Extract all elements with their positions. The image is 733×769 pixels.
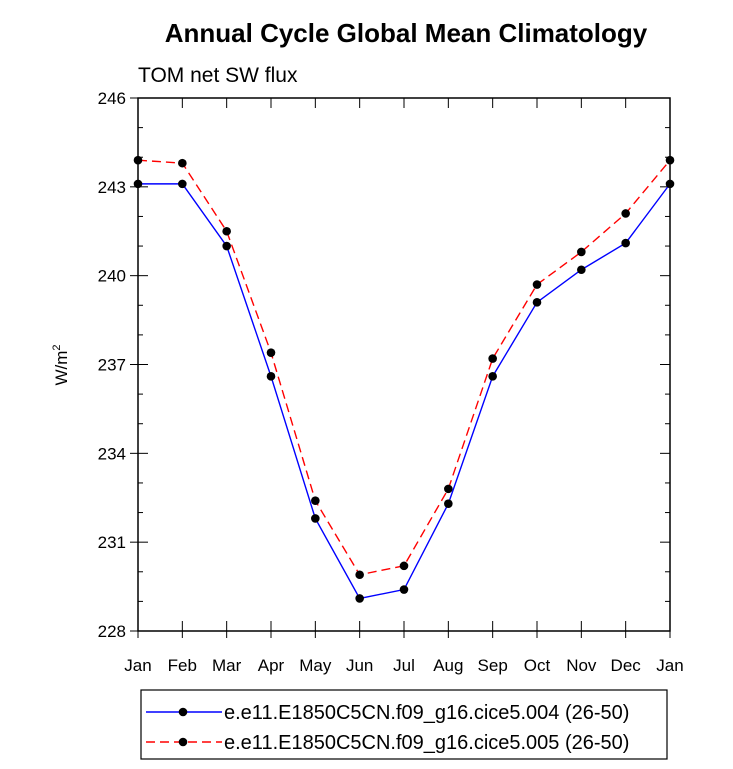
x-tick-label: Jan bbox=[656, 656, 683, 675]
legend-label-2: e.e11.E1850C5CN.f09_g16.cice5.005 (26-50… bbox=[224, 732, 629, 754]
x-tick-label: Feb bbox=[168, 656, 197, 675]
series-1-point bbox=[665, 179, 675, 189]
series-1-point bbox=[133, 179, 143, 189]
series-1-point bbox=[621, 238, 630, 248]
series-1-point bbox=[178, 179, 187, 189]
series-2-point bbox=[444, 484, 453, 494]
series-1-point bbox=[532, 298, 542, 307]
x-tick-label: Oct bbox=[524, 656, 551, 675]
y-tick-label: 231 bbox=[98, 533, 126, 552]
y-tick-label: 246 bbox=[98, 89, 126, 108]
x-tick-label: Aug bbox=[433, 656, 463, 675]
series-2-point bbox=[399, 561, 409, 571]
y-axis-label-superscript: 2 bbox=[51, 344, 63, 350]
series-2-point bbox=[133, 155, 143, 165]
x-tick-label: Jan bbox=[124, 656, 151, 675]
series-2-point bbox=[266, 348, 276, 357]
series-2-point bbox=[311, 496, 320, 506]
y-axis-label-text: W/m bbox=[52, 351, 71, 386]
series-1-point bbox=[444, 499, 453, 508]
series-2-point bbox=[577, 247, 586, 257]
x-tick-label: May bbox=[299, 656, 332, 675]
y-tick-label: 228 bbox=[98, 622, 126, 641]
x-tick-label: Apr bbox=[258, 656, 285, 675]
axis-ticks bbox=[130, 97, 671, 638]
series-2-point bbox=[621, 209, 630, 218]
legend-marker-1 bbox=[178, 707, 188, 717]
series-1-point bbox=[355, 594, 364, 603]
legend: e.e11.E1850C5CN.f09_g16.cice5.004 (26-50… bbox=[146, 702, 629, 754]
series-layer bbox=[133, 155, 675, 603]
series-1-point bbox=[311, 514, 320, 523]
x-tick-label: Mar bbox=[212, 656, 242, 675]
series-2-point bbox=[665, 155, 675, 165]
x-tick-label: Jun bbox=[346, 656, 373, 675]
series-2-point bbox=[532, 280, 542, 289]
legend-label-1: e.e11.E1850C5CN.f09_g16.cice5.004 (26-50… bbox=[224, 702, 629, 724]
series-1-point bbox=[399, 585, 409, 594]
tick-labels: 228 231 234 237 240 243 246 Jan Feb Mar Apr May Jun J… bbox=[98, 89, 684, 675]
x-tick-label: Dec bbox=[611, 656, 642, 675]
series-1-point bbox=[577, 265, 586, 275]
series-1-point bbox=[488, 372, 497, 381]
y-tick-label: 237 bbox=[98, 356, 126, 375]
series-2-point bbox=[488, 354, 497, 363]
y-tick-label: 243 bbox=[98, 178, 126, 197]
legend-box bbox=[140, 689, 668, 760]
series-2-line bbox=[137, 159, 671, 576]
y-tick-label: 240 bbox=[98, 267, 126, 286]
y-tick-label: 234 bbox=[98, 444, 126, 463]
plot-frame bbox=[137, 97, 671, 632]
series-2-point bbox=[178, 158, 187, 168]
legend-marker-2 bbox=[178, 737, 188, 747]
chart-subtitle: TOM net SW flux bbox=[138, 64, 298, 87]
series-2-point bbox=[222, 226, 231, 236]
series-2-point bbox=[355, 570, 364, 580]
x-tick-label: Sep bbox=[478, 656, 508, 675]
chart-title: Annual Cycle Global Mean Climatology bbox=[165, 18, 648, 48]
series-1-point bbox=[222, 241, 231, 251]
x-tick-label: Jul bbox=[393, 656, 415, 675]
series-1-point bbox=[266, 372, 276, 381]
series-1-line bbox=[138, 183, 671, 600]
y-axis-label: W/m2 bbox=[51, 344, 71, 385]
x-tick-label: Nov bbox=[566, 656, 597, 675]
